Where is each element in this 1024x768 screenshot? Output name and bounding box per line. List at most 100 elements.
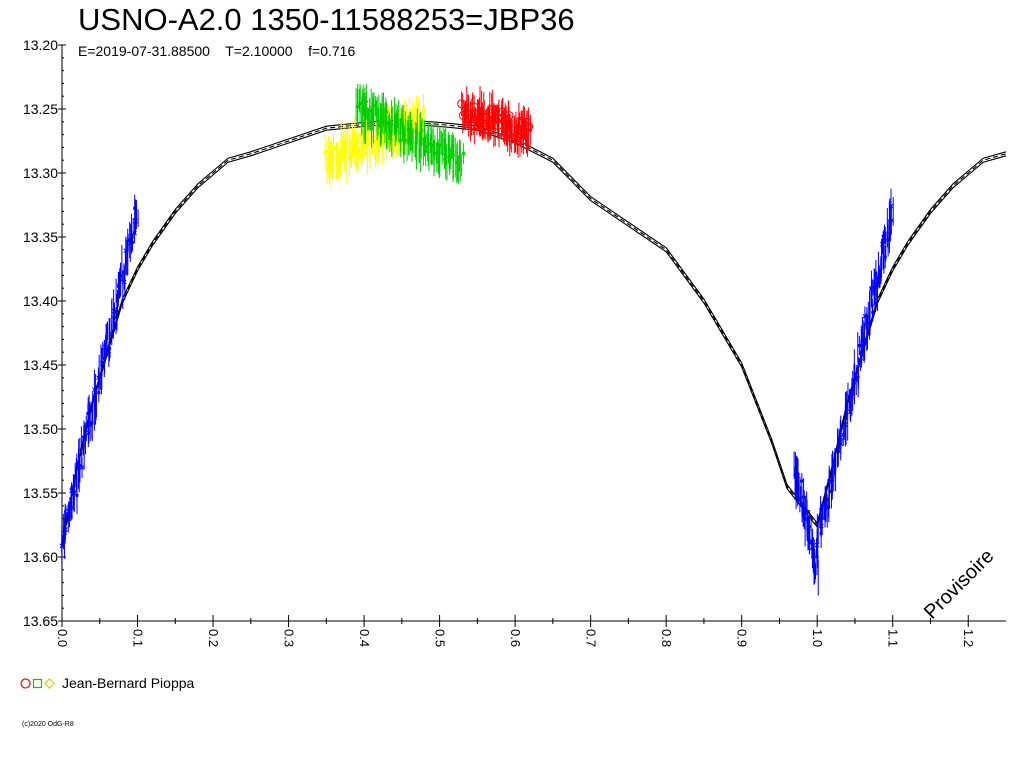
data-point xyxy=(827,505,831,509)
legend-observer-name: Jean-Bernard Pioppa xyxy=(62,675,195,691)
data-point xyxy=(97,381,101,385)
y-tick-label: 13.45 xyxy=(23,357,58,373)
data-point xyxy=(386,121,390,125)
copyright-text: (c)2020 OdG-R8 xyxy=(22,721,74,728)
data-point xyxy=(524,122,534,132)
y-tick-label: 13.25 xyxy=(23,101,58,117)
diamond-icon xyxy=(44,677,55,689)
data-point xyxy=(128,238,132,242)
data-point xyxy=(444,161,448,165)
x-tick-label: 1.1 xyxy=(886,629,901,647)
data-point xyxy=(361,98,365,102)
y-tick-label: 13.30 xyxy=(23,165,58,181)
data-point xyxy=(378,128,382,132)
data-point xyxy=(520,134,524,138)
data-point xyxy=(413,117,417,121)
data-point xyxy=(359,133,363,137)
data-point xyxy=(74,466,80,472)
data-point xyxy=(836,449,840,453)
x-tick-label: 0.8 xyxy=(659,629,674,647)
x-tick-label: 0.0 xyxy=(55,629,70,647)
data-point xyxy=(849,394,855,400)
legend: Jean-Bernard Pioppa xyxy=(20,675,194,691)
y-tick-label: 13.50 xyxy=(23,421,58,437)
y-tick-label: 13.35 xyxy=(23,229,58,245)
data-point xyxy=(376,151,380,155)
data-points xyxy=(59,83,894,596)
x-tick-label: 0.2 xyxy=(206,629,221,647)
x-tick-label: 0.6 xyxy=(508,629,523,647)
data-point xyxy=(426,145,430,149)
data-point xyxy=(419,129,423,133)
data-point xyxy=(456,168,460,172)
circle-icon xyxy=(20,677,31,689)
data-point xyxy=(795,470,799,474)
data-point xyxy=(384,142,388,146)
data-point xyxy=(399,139,403,143)
y-tick-label: 13.55 xyxy=(23,485,58,501)
x-tick-label: 0.3 xyxy=(282,629,297,647)
data-point xyxy=(517,117,521,121)
data-point xyxy=(368,109,372,113)
chart-title: USNO-A2.0 1350-11588253=JBP36 xyxy=(78,2,575,37)
y-tick-label: 13.40 xyxy=(23,293,58,309)
data-point xyxy=(408,130,412,134)
chart-axes: 13.20 13.25 13.30 13.35 13.40 13.45 13.50 13.55… xyxy=(23,37,1006,647)
data-point xyxy=(462,152,466,156)
data-point xyxy=(121,279,127,285)
data-point xyxy=(406,128,410,132)
data-point xyxy=(497,118,501,122)
data-point xyxy=(508,135,512,139)
data-point xyxy=(424,149,428,153)
data-point xyxy=(376,119,380,123)
model-curve-strand-2 xyxy=(61,123,1007,547)
square-icon xyxy=(32,678,43,688)
data-point xyxy=(365,134,369,138)
data-point xyxy=(361,143,365,147)
data-point xyxy=(342,139,346,143)
data-point xyxy=(810,547,814,551)
data-point xyxy=(133,218,138,224)
data-point xyxy=(873,285,877,289)
model-curve xyxy=(61,119,1007,547)
data-point xyxy=(800,479,804,483)
data-point xyxy=(323,150,327,154)
data-point xyxy=(877,274,881,278)
x-tick-label: 1.2 xyxy=(961,629,976,647)
data-point xyxy=(378,124,382,128)
data-point xyxy=(823,504,829,510)
model-curve-strand-0 xyxy=(61,119,1007,543)
data-point xyxy=(826,479,832,484)
model-curve-strand-1 xyxy=(61,121,1007,545)
data-point xyxy=(465,104,469,108)
data-point xyxy=(528,128,532,132)
data-point xyxy=(842,422,848,427)
data-point xyxy=(883,255,887,259)
data-point xyxy=(435,142,439,146)
data-point xyxy=(388,130,392,134)
data-point xyxy=(392,140,396,144)
data-point xyxy=(122,270,126,274)
data-point xyxy=(373,104,377,108)
data-point xyxy=(364,100,368,104)
data-point xyxy=(801,513,805,517)
data-point xyxy=(380,120,384,124)
x-tick-label: 0.4 xyxy=(357,629,372,647)
chart-subtitle: E=2019-07-31.88500 T=2.10000 f=0.716 xyxy=(78,43,356,59)
data-point xyxy=(888,203,894,209)
data-point xyxy=(478,123,482,127)
data-point xyxy=(820,516,824,520)
data-point xyxy=(504,111,514,121)
data-point xyxy=(874,272,878,276)
y-tick-label: 13.65 xyxy=(23,613,58,629)
data-point xyxy=(857,344,861,348)
data-point xyxy=(79,465,85,470)
data-point xyxy=(451,153,455,157)
data-point xyxy=(116,299,120,303)
data-point xyxy=(62,535,66,539)
data-point xyxy=(429,143,433,147)
y-tick-label: 13.60 xyxy=(23,549,58,565)
x-tick-label: 1.0 xyxy=(810,629,825,647)
data-point xyxy=(332,145,336,149)
